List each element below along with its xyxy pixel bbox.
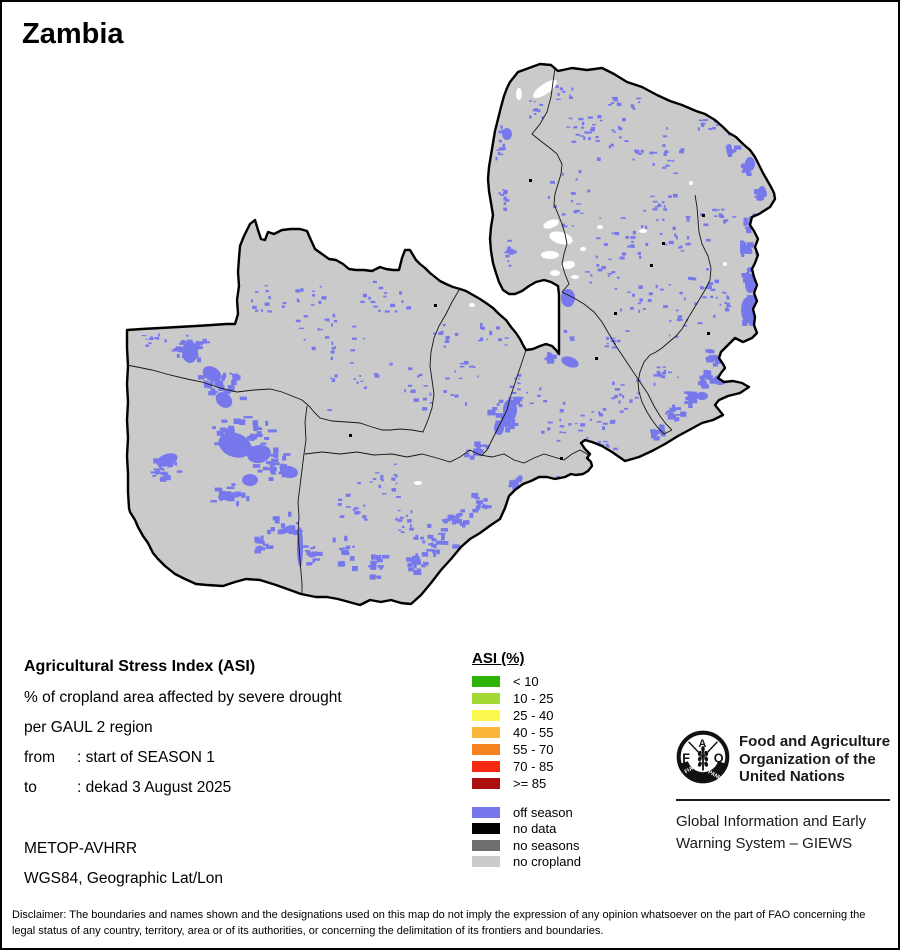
map-legend: ASI (%) < 10 10 - 25 25 - 40 40 - 55 55 - 70…	[472, 650, 581, 870]
extra-class-label: no data	[513, 821, 557, 837]
fao-letter-a: A	[699, 738, 707, 750]
asi-class-label: 25 - 40	[513, 708, 554, 723]
period-to: to : dekad 3 August 2025	[24, 779, 231, 797]
extra-class-swatch	[472, 839, 500, 851]
period-from: from : start of SEASON 1	[24, 749, 215, 767]
to-label: to	[24, 779, 37, 796]
fao-logo: F A O FIAT PANIS	[676, 730, 730, 784]
extra-class-swatch	[472, 856, 500, 868]
asi-class-swatch	[472, 693, 500, 704]
giews-name-line: Global Information and Early	[676, 813, 867, 830]
asi-class-label: 10 - 25	[513, 691, 554, 706]
fao-name: Food and Agriculture Organization of the U…	[739, 733, 890, 786]
from-value: : start of SEASON 1	[77, 749, 215, 766]
fao-motto-left: FIAT	[684, 764, 698, 775]
asi-subline-2: per GAUL 2 region	[24, 719, 153, 736]
legend-title: ASI (%)	[472, 650, 525, 667]
extra-class-swatch	[472, 806, 500, 818]
org-divider	[676, 799, 890, 801]
fao-letter-o: O	[714, 751, 724, 765]
extra-class-row: no seasons	[472, 837, 581, 854]
fao-name-line: United Nations	[739, 768, 845, 785]
asi-class-label: 55 - 70	[513, 742, 554, 757]
extra-class-row: no data	[472, 821, 581, 838]
asi-class-swatch	[472, 727, 500, 738]
sensor-label: METOP-AVHRR	[24, 840, 138, 857]
asi-class-swatch	[472, 676, 500, 687]
asi-class-row: >= 85	[472, 775, 581, 792]
asi-class-swatch	[472, 710, 500, 721]
fao-logo-band	[680, 760, 726, 781]
extra-class-row: no cropland	[472, 854, 581, 871]
extra-class-label: no cropland	[513, 854, 581, 870]
asi-class-swatch	[472, 744, 500, 755]
giews-name: Global Information and Early Warning Syst…	[676, 811, 866, 854]
from-label: from	[24, 749, 55, 766]
extra-class-label: no seasons	[513, 837, 580, 853]
asi-class-row: 55 - 70	[472, 741, 581, 758]
giews-name-line: Warning System – GIEWS	[676, 834, 853, 852]
asi-class-swatch	[472, 778, 500, 789]
fao-name-line: Food and Agriculture	[739, 733, 891, 750]
asi-class-row: 10 - 25	[472, 690, 581, 707]
to-value: : dekad 3 August 2025	[77, 779, 232, 796]
disclaimer-text: Disclaimer: The boundaries and names sho…	[12, 909, 866, 937]
asi-class-label: < 10	[513, 674, 539, 689]
extra-class-row: off season	[472, 804, 581, 821]
asi-class-label: >= 85	[513, 776, 547, 791]
extra-class-swatch	[472, 823, 500, 835]
asi-class-row: 70 - 85	[472, 758, 581, 775]
asi-class-row: 25 - 40	[472, 707, 581, 724]
fao-letter-f: F	[682, 751, 690, 765]
projection-label: WGS84, Geographic Lat/Lon	[24, 870, 224, 887]
fao-name-line: Organization of the	[739, 750, 876, 768]
wheat-ear-icon	[697, 746, 709, 771]
extra-class-label: off season	[513, 804, 573, 820]
legend-asi-classes: < 10 10 - 25 25 - 40 40 - 55 55 - 70 70 - 85 >…	[472, 673, 581, 792]
asi-class-label: 70 - 85	[513, 759, 554, 774]
asi-class-row: < 10	[472, 673, 581, 690]
asi-class-label: 40 - 55	[513, 725, 554, 740]
legend-extra-classes: off season no data no seasons no cropland	[472, 804, 581, 870]
asi-class-swatch	[472, 761, 500, 772]
asi-heading: Agricultural Stress Index (ASI)	[24, 658, 256, 675]
asi-class-row: 40 - 55	[472, 724, 581, 741]
asi-subline-1: % of cropland area affected by severe dr…	[24, 689, 342, 706]
page-title: Zambia	[22, 18, 124, 50]
